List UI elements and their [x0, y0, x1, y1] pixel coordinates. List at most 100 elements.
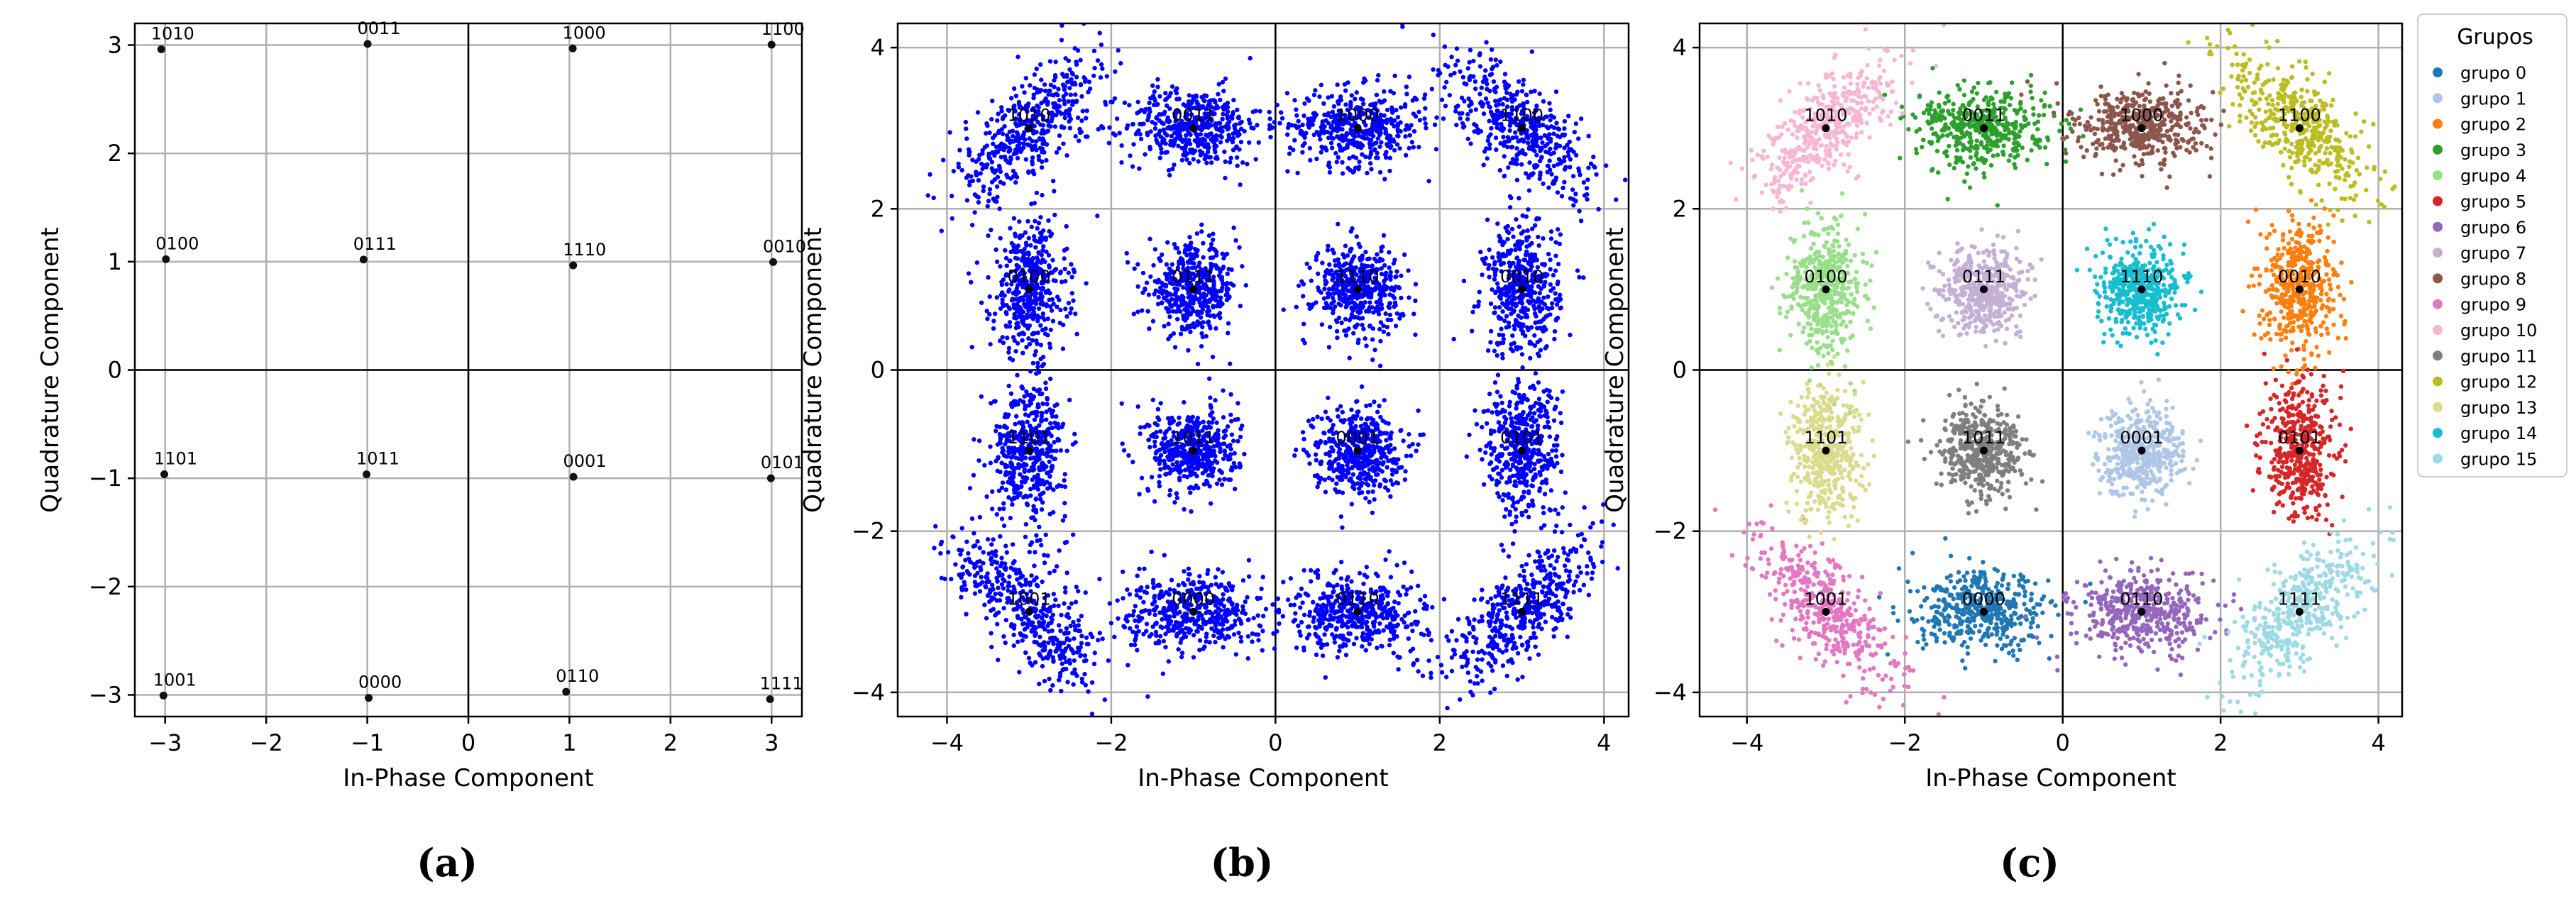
- cluster-point: [1570, 174, 1576, 179]
- cluster-point: [1376, 72, 1381, 78]
- cluster-point: [1231, 97, 1236, 103]
- cluster-point: [1162, 111, 1167, 116]
- cluster-point: [976, 178, 981, 183]
- cluster-point: [1501, 336, 1506, 342]
- cluster-point: [1045, 272, 1051, 277]
- cluster-point: [1184, 157, 1189, 162]
- cluster-point: [1530, 226, 1535, 231]
- cluster-point: [1410, 98, 1415, 103]
- cluster-point: [1495, 125, 1499, 131]
- cluster-point: [1505, 300, 1510, 306]
- cluster-point: [1465, 66, 1470, 71]
- cluster-point: [1045, 99, 1050, 105]
- cluster-point: [1007, 258, 1012, 264]
- cluster-point: [1151, 262, 1156, 268]
- cluster-point: [1152, 292, 1157, 297]
- cluster-point: [1233, 238, 1238, 243]
- cluster-point: [1191, 150, 1196, 155]
- cluster-point: [1202, 93, 1207, 98]
- x-tick-label: −2: [250, 729, 283, 756]
- cluster-point: [1039, 410, 1044, 416]
- cluster-point: [1460, 111, 1465, 116]
- cluster-point: [1045, 118, 1050, 123]
- cluster-point: [1080, 109, 1085, 114]
- cluster-point: [1532, 270, 1538, 275]
- cluster-point: [1349, 123, 1355, 128]
- cluster-point: [1197, 117, 1203, 122]
- cluster-point: [1349, 407, 1354, 412]
- cluster-point: [1173, 118, 1178, 124]
- cluster-point: [1228, 160, 1233, 165]
- cluster-point: [1317, 94, 1322, 99]
- cluster-point: [1199, 343, 1204, 349]
- cluster-point: [1202, 99, 1207, 104]
- cluster-point: [1363, 300, 1367, 305]
- cluster-point: [1501, 251, 1506, 257]
- cluster-point: [1064, 223, 1069, 229]
- cluster-point: [1487, 247, 1492, 253]
- cluster-point: [1196, 138, 1201, 144]
- cluster-point: [1268, 134, 1273, 140]
- cluster-point: [1043, 464, 1049, 469]
- cluster-point: [1304, 96, 1310, 101]
- cluster-point: [1049, 308, 1055, 313]
- cluster-point: [1380, 306, 1385, 311]
- cluster-point: [1514, 255, 1519, 261]
- cluster-point: [1038, 88, 1044, 93]
- cluster-point: [1040, 311, 1046, 316]
- cluster-point: [1010, 454, 1015, 459]
- cluster-point: [1467, 77, 1473, 82]
- cluster-point: [1033, 284, 1038, 289]
- cluster-point: [1489, 47, 1495, 52]
- cluster-point: [1313, 452, 1319, 457]
- constellation-point: [365, 694, 373, 702]
- cluster-point: [1340, 281, 1345, 287]
- cluster-point: [1465, 136, 1470, 141]
- point-label: 0001: [563, 451, 607, 471]
- cluster-point: [1041, 272, 1047, 278]
- cluster-point: [1481, 162, 1486, 167]
- cluster-point: [1532, 223, 1538, 228]
- cluster-point: [1382, 262, 1387, 268]
- cluster-point: [1168, 303, 1173, 308]
- cluster-point: [1328, 114, 1333, 120]
- cluster-point: [1033, 115, 1039, 120]
- cluster-point: [1052, 124, 1058, 129]
- cluster-point: [1026, 169, 1031, 175]
- cluster-point: [1588, 161, 1594, 166]
- cluster-point: [1490, 255, 1495, 260]
- cluster-point: [1323, 118, 1328, 123]
- cluster-point: [1526, 140, 1531, 145]
- cluster-point: [1220, 251, 1225, 256]
- cluster-point: [1537, 319, 1543, 324]
- cluster-point: [1225, 104, 1231, 110]
- cluster-point: [1243, 283, 1248, 288]
- cluster-point: [1545, 141, 1550, 147]
- cluster-point: [1385, 107, 1390, 113]
- cluster-point: [1028, 436, 1034, 442]
- cluster-point: [1340, 525, 1345, 530]
- cluster-point: [1443, 62, 1448, 67]
- cluster-point: [1251, 126, 1256, 131]
- cluster-point: [1524, 117, 1530, 122]
- cluster-point: [1384, 438, 1389, 443]
- cluster-point: [1528, 355, 1533, 361]
- cluster-point: [1492, 277, 1497, 282]
- cluster-point: [1055, 438, 1060, 443]
- cluster-point: [1284, 132, 1290, 137]
- cluster-point: [1519, 89, 1525, 94]
- cluster-point: [1507, 324, 1512, 329]
- cluster-point: [1157, 417, 1162, 422]
- cluster-point: [1022, 275, 1028, 280]
- cluster-point: [1168, 333, 1173, 338]
- cluster-point: [1165, 133, 1169, 138]
- cluster-point: [1233, 122, 1238, 127]
- cluster-point: [1509, 226, 1515, 232]
- cluster-point: [1209, 118, 1214, 123]
- cluster-point: [1169, 262, 1175, 267]
- cluster-point: [976, 458, 981, 463]
- cluster-point: [1342, 82, 1348, 87]
- cluster-point: [1300, 122, 1305, 128]
- cluster-point: [1367, 155, 1372, 160]
- cluster-point: [1443, 79, 1449, 84]
